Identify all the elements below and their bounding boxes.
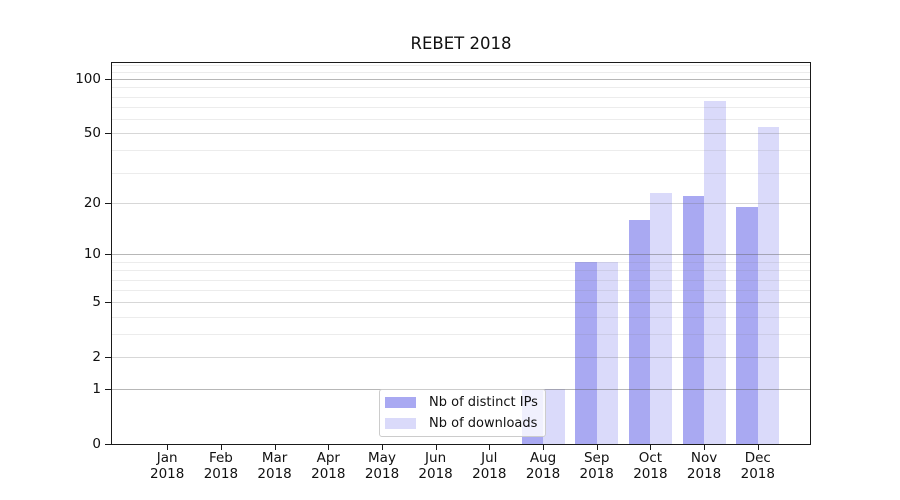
legend-item: Nb of distinct IPs — [385, 394, 539, 411]
y-tick-mark — [105, 302, 111, 304]
y-tick-mark — [105, 254, 111, 256]
y-tick-mark — [105, 444, 111, 445]
y-tick-mark — [105, 133, 111, 135]
x-tick-mark — [435, 445, 437, 450]
x-tick-mark — [596, 445, 598, 450]
y-tick-label: 100 — [75, 71, 101, 88]
x-tick-mark — [489, 445, 491, 450]
grid-line-minor — [112, 270, 810, 272]
y-tick-mark — [105, 389, 111, 391]
bar-distinct-ips — [682, 196, 705, 444]
bar-distinct-ips — [628, 220, 651, 444]
x-tick-mark — [650, 445, 652, 450]
grid-line-minor — [112, 64, 810, 66]
grid-line-minor — [112, 262, 810, 263]
y-tick-mark — [105, 203, 111, 205]
y-tick-label: 50 — [83, 125, 101, 142]
y-tick-label: 0 — [92, 436, 101, 452]
legend-label: Nb of downloads — [429, 416, 538, 431]
x-tick-mark — [167, 445, 169, 450]
legend-swatch — [385, 418, 416, 429]
grid-line-decade — [112, 79, 810, 81]
grid-line-minor — [112, 316, 810, 318]
x-tick-label: Jul 2018 — [472, 450, 507, 482]
y-tick-label: 2 — [92, 349, 101, 366]
x-tick-label: Sep 2018 — [579, 450, 614, 482]
legend: Nb of distinct IPs Nb of downloads — [379, 389, 546, 437]
x-tick-mark — [543, 445, 544, 450]
x-tick-mark — [757, 445, 759, 450]
x-tick-label: Oct 2018 — [633, 450, 668, 482]
bar-downloads — [757, 127, 780, 444]
bar-distinct-ips — [736, 207, 758, 444]
grid-line-minor — [112, 279, 810, 281]
x-tick-label: Jun 2018 — [418, 450, 453, 482]
bar-downloads — [543, 389, 565, 444]
grid-line-submajor — [112, 203, 810, 205]
bar-downloads — [704, 100, 726, 444]
grid-line-minor — [112, 150, 810, 152]
grid-line-decade — [112, 254, 810, 256]
x-tick-mark — [382, 445, 383, 450]
grid-line-submajor — [112, 133, 810, 135]
y-tick-label: 5 — [92, 294, 101, 311]
grid-line-minor — [112, 87, 810, 89]
grid-line-minor — [112, 119, 810, 120]
x-tick-mark — [220, 445, 222, 450]
y-tick-label: 20 — [83, 195, 101, 212]
y-tick-label: 10 — [83, 246, 101, 263]
x-tick-label: Jan 2018 — [150, 450, 185, 482]
x-tick-label: Aug 2018 — [525, 450, 561, 482]
grid-line-minor — [112, 96, 810, 98]
x-tick-mark — [704, 445, 706, 450]
x-tick-label: Apr 2018 — [311, 450, 346, 482]
y-tick-mark — [105, 357, 111, 359]
grid-line-minor — [112, 334, 810, 336]
x-tick-label: Mar 2018 — [257, 450, 292, 482]
grid-line-submajor — [112, 302, 810, 304]
y-tick-label: 1 — [92, 381, 101, 398]
x-tick-label: Nov 2018 — [686, 450, 722, 482]
bar-distinct-ips — [575, 262, 597, 444]
legend-swatch — [385, 397, 416, 408]
plot-area — [111, 62, 811, 445]
bar-downloads — [650, 192, 672, 444]
x-tick-mark — [328, 445, 330, 450]
y-tick-mark — [105, 79, 111, 81]
x-tick-label: Dec 2018 — [740, 450, 775, 482]
grid-line-minor — [112, 107, 810, 108]
x-tick-label: Feb 2018 — [203, 450, 239, 482]
grid-line-submajor — [112, 357, 810, 359]
legend-label: Nb of distinct IPs — [429, 395, 538, 410]
grid-line-minor — [112, 290, 810, 292]
grid-line-minor — [112, 71, 810, 73]
chart-title: REBET 2018 — [410, 34, 512, 53]
legend-item: Nb of downloads — [385, 415, 539, 432]
bar-downloads — [596, 262, 619, 444]
x-tick-label: May 2018 — [364, 450, 400, 482]
x-tick-mark — [274, 445, 276, 450]
grid-line-minor — [112, 172, 810, 174]
